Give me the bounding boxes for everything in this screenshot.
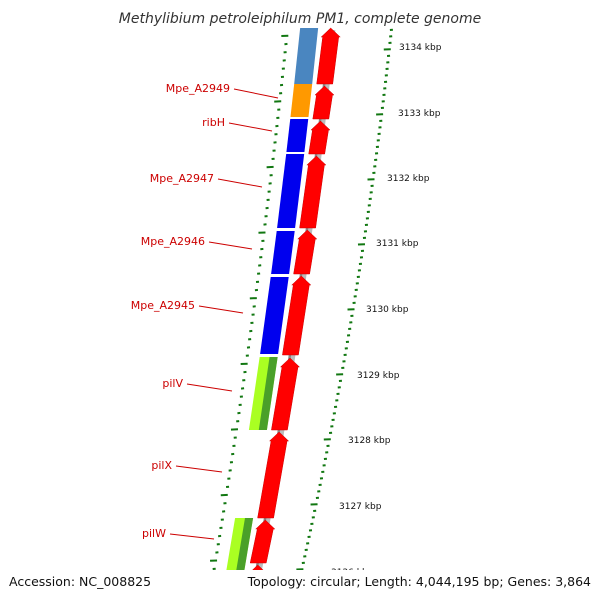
gene-block-mpe-a2947 — [277, 154, 305, 228]
kbp-label: 3128 kbp — [348, 436, 391, 446]
kbp-label: 3129 kbp — [357, 371, 400, 381]
leader-line — [217, 178, 263, 188]
footer-background — [0, 570, 600, 600]
gene-label: Mpe_A2945 — [131, 299, 195, 312]
map-title: Methylibium petroleiphilum PM1, complete… — [119, 11, 481, 27]
gene-label: pilX — [151, 459, 172, 472]
gene-label: Mpe_A2949 — [166, 82, 230, 95]
kbp-label: 3130 kbp — [366, 305, 409, 315]
leader-line — [208, 241, 253, 250]
cds-arrow — [316, 27, 341, 85]
kbp-label: 3132 kbp — [387, 174, 430, 184]
kbp-scale-labels: 3134 kbp 3133 kbp 3132 kbp 3131 kbp 3130 kbp… — [331, 43, 442, 578]
gene-block-ribh — [286, 119, 309, 152]
cds-arrow — [257, 431, 290, 519]
kbp-label: 3127 kbp — [339, 502, 382, 512]
gene-label: Mpe_A2946 — [141, 235, 205, 248]
leader-line — [186, 383, 233, 392]
gene-label: Mpe_A2947 — [150, 172, 214, 185]
gene-label: pilV — [162, 377, 183, 390]
accession-label: Accession: NC_008825 — [9, 574, 151, 589]
cds-arrow — [299, 155, 327, 229]
cds-arrow — [271, 357, 301, 431]
cds-arrow — [308, 120, 331, 155]
cds-arrow — [249, 519, 276, 564]
leader-line — [198, 305, 244, 314]
cds-arrow — [293, 229, 318, 275]
gene-label-group: Mpe_A2949 ribH Mpe_A2947 Mpe_A2946 Mpe_A2945… — [131, 82, 279, 540]
leader-line — [233, 88, 279, 99]
leader-line — [175, 465, 223, 473]
gene-block-mpe-a2949 — [290, 84, 313, 117]
kbp-label: 3131 kbp — [376, 239, 419, 249]
kbp-label: 3134 kbp — [399, 43, 442, 53]
leader-line — [169, 533, 215, 540]
outer-tick-marks — [294, 28, 394, 597]
kbp-label: 3133 kbp — [398, 109, 441, 119]
gene-block-mpe-a2945 — [260, 277, 289, 354]
gene-block-pilv-strand — [258, 357, 278, 430]
gene-label: pilW — [142, 527, 166, 540]
topology-label: Topology: circular; Length: 4,044,195 bp… — [247, 574, 591, 589]
cds-arrow-track — [243, 27, 341, 600]
leader-line — [228, 122, 273, 132]
inner-tick-marks — [208, 34, 289, 595]
gene-block-steelblue — [294, 28, 319, 84]
cds-arrow — [282, 275, 312, 356]
cds-arrow — [312, 85, 335, 120]
gene-block-mpe-a2946 — [271, 231, 295, 274]
gene-label: ribH — [202, 116, 225, 129]
gene-feature-track — [221, 28, 319, 600]
